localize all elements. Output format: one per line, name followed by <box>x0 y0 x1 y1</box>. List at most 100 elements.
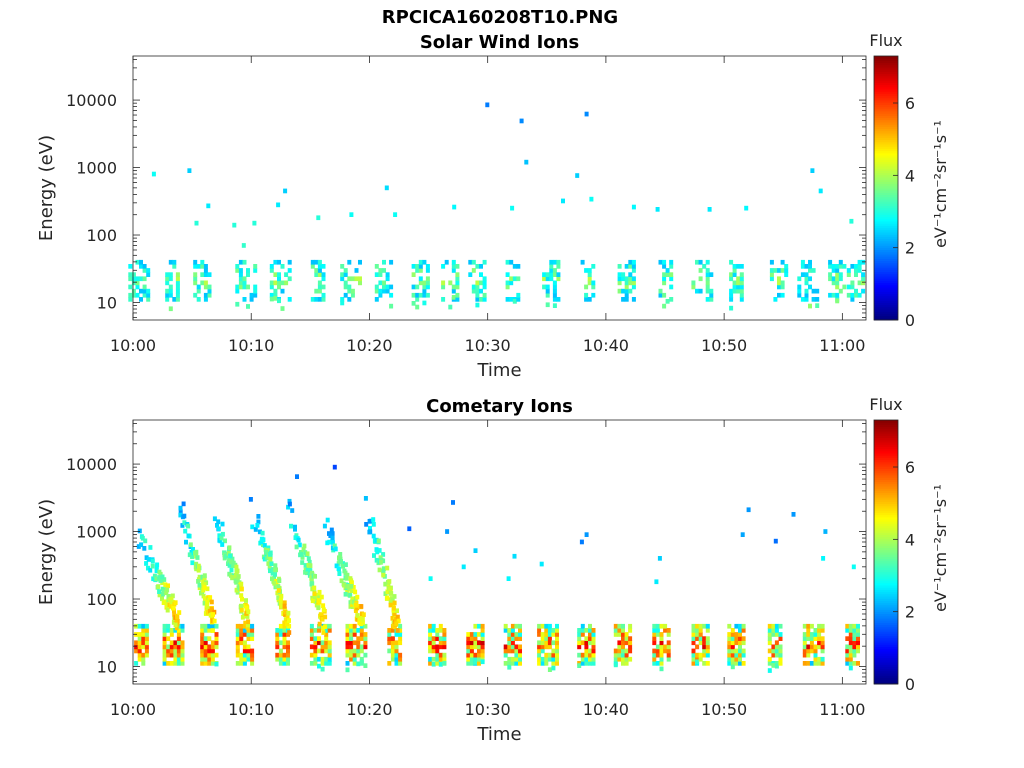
spectrogram-cell <box>139 297 143 302</box>
spectrogram-cell <box>806 661 811 666</box>
spectrogram-cell <box>277 298 281 304</box>
spectrogram-cell <box>162 632 167 637</box>
colorbar-segment <box>874 262 898 266</box>
spectrogram-cell <box>800 259 805 265</box>
spectrogram-cell <box>729 305 734 311</box>
spectrogram-cell <box>203 284 208 290</box>
spectrogram-cell <box>835 292 840 298</box>
spectrogram-cell <box>210 656 215 662</box>
spectrogram-cell <box>356 652 361 658</box>
colorbar-tick-label: 2 <box>905 603 915 622</box>
spectrogram-cell <box>235 632 240 637</box>
colorbar-segment <box>874 258 898 262</box>
spectrogram-cell <box>797 288 802 294</box>
spectrogram-cell <box>347 259 352 265</box>
spectrogram-cell <box>392 600 397 606</box>
spectrogram-cell <box>857 280 862 286</box>
spectrogram-cell <box>848 652 853 658</box>
spectrogram-cell <box>800 297 805 302</box>
spectrogram-cell <box>813 652 818 658</box>
spectrogram-cell <box>176 644 181 650</box>
colorbar-segment <box>874 655 898 659</box>
spectrogram-cell <box>729 276 734 282</box>
spectrogram-cell <box>503 623 508 629</box>
spectrogram-cell <box>180 623 185 629</box>
spectrogram-cell <box>175 280 180 286</box>
spectrogram-cell <box>767 636 772 641</box>
spectrogram-cell <box>249 292 254 298</box>
spectrogram-cell <box>771 623 776 629</box>
spectrogram-cell <box>445 529 450 534</box>
spectrogram-cell <box>817 640 822 646</box>
spectrogram-cell <box>246 632 251 637</box>
spectrogram-cell <box>540 623 545 629</box>
spectrogram-cell <box>250 632 255 637</box>
spectrogram-cell <box>669 284 674 290</box>
spectrogram-cell <box>773 297 778 302</box>
spectrogram-cell <box>343 272 348 277</box>
spectrogram-cell <box>621 652 625 658</box>
spectrogram-cell <box>160 596 164 602</box>
spectrogram-cell <box>425 276 430 282</box>
spectrogram-cell <box>396 618 401 624</box>
spectrogram-cell <box>695 636 700 641</box>
spectrogram-cell <box>544 661 549 666</box>
spectrogram-cell <box>201 587 206 593</box>
spectrogram-cell <box>658 259 663 265</box>
spectrogram-cell <box>780 284 785 290</box>
spectrogram-cell <box>738 623 742 629</box>
spectrogram-cell <box>739 292 744 298</box>
colorbar-segment <box>874 536 898 540</box>
spectrogram-cell <box>551 661 556 666</box>
spectrogram-cell <box>324 628 329 633</box>
spectrogram-cell <box>691 652 696 658</box>
spectrogram-cell <box>547 644 552 650</box>
spectrogram-cell <box>448 280 453 286</box>
spectrogram-cell <box>428 648 433 654</box>
colorbar-segment <box>874 111 898 114</box>
colorbar-segment <box>874 221 898 224</box>
spectrogram-cell <box>473 644 478 650</box>
spectrogram-cell <box>200 648 205 654</box>
spectrogram-cell <box>144 623 149 629</box>
spectrogram-cell <box>480 656 485 662</box>
spectrogram-cell <box>395 608 399 614</box>
spectrogram-cell <box>514 623 519 629</box>
spectrogram-cell <box>144 636 149 641</box>
spectrogram-cell <box>278 598 283 603</box>
spectrogram-cell <box>343 292 348 298</box>
spectrogram-cell <box>134 661 139 666</box>
spectrogram-cell <box>347 276 352 282</box>
spectrogram-cell <box>202 573 207 578</box>
spectrogram-cell <box>246 304 250 309</box>
colorbar-segment <box>874 126 898 130</box>
colorbar-segment <box>874 236 898 240</box>
colorbar-frame <box>873 55 899 321</box>
spectrogram-cell <box>200 652 205 658</box>
spectrogram-cell <box>691 628 696 633</box>
spectrogram-cell <box>168 292 173 298</box>
spectrogram-cell <box>166 623 171 629</box>
spectrogram-cell <box>734 623 739 629</box>
spectrogram-cell <box>774 644 779 650</box>
spectrogram-cell <box>214 661 219 667</box>
spectrogram-cell <box>802 644 807 650</box>
spectrogram-cell <box>804 272 809 277</box>
spectrogram-cell <box>343 562 348 567</box>
spectrogram-cell <box>173 652 178 658</box>
spectrogram-cell <box>584 640 589 646</box>
spectrogram-cell <box>820 623 825 629</box>
spectrogram-cell <box>309 632 314 637</box>
spectrogram-cell <box>332 464 337 470</box>
colorbar-segment <box>874 659 898 663</box>
spectrogram-cell <box>154 568 159 574</box>
colorbar-segment <box>874 86 898 90</box>
spectrogram-cell <box>842 264 847 269</box>
spectrogram-cell <box>624 661 629 666</box>
spectrogram-cell <box>727 656 732 662</box>
spectrogram-cell <box>313 648 318 654</box>
spectrogram-cell <box>621 661 625 666</box>
spectrogram-cell <box>128 264 133 269</box>
spectrogram-cell <box>190 560 195 566</box>
spectrogram-cell <box>422 300 427 306</box>
